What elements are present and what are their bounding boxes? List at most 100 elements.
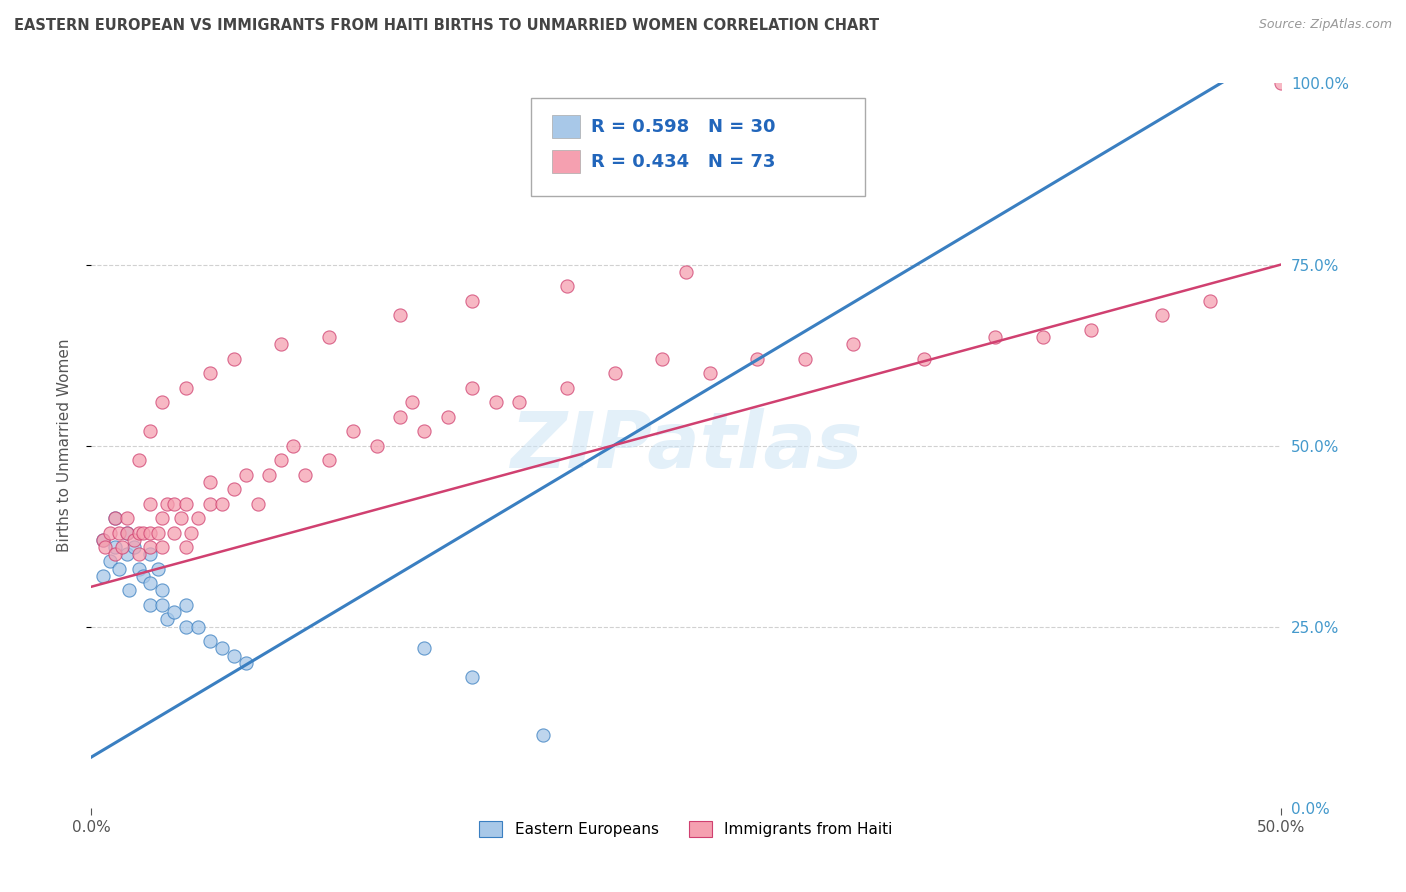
Text: ZIPatlas: ZIPatlas: [510, 408, 862, 483]
Point: [401, 395, 423, 409]
Point: [150, 511, 173, 525]
Point: [222, 482, 245, 496]
Legend: Eastern Europeans, Immigrants from Haiti: Eastern Europeans, Immigrants from Haiti: [474, 815, 898, 844]
Point: [531, 728, 554, 742]
Point: [150, 395, 173, 409]
Point: [1270, 77, 1292, 91]
Point: [146, 525, 169, 540]
Point: [413, 424, 436, 438]
Point: [132, 569, 155, 583]
Point: [128, 562, 150, 576]
Y-axis label: Births to Unmarried Women: Births to Unmarried Women: [58, 339, 72, 552]
Point: [118, 583, 141, 598]
Point: [270, 453, 292, 467]
Point: [294, 467, 316, 482]
Point: [222, 648, 245, 663]
Text: Source: ZipAtlas.com: Source: ZipAtlas.com: [1258, 18, 1392, 31]
Point: [675, 265, 697, 279]
Point: [163, 497, 186, 511]
Point: [163, 525, 186, 540]
Point: [484, 395, 506, 409]
Point: [461, 670, 484, 684]
Point: [115, 511, 138, 525]
Point: [413, 641, 436, 656]
Point: [108, 525, 131, 540]
Point: [318, 330, 340, 344]
Point: [222, 351, 245, 366]
Point: [211, 641, 233, 656]
Point: [747, 351, 769, 366]
Point: [912, 351, 935, 366]
Point: [699, 366, 721, 380]
Point: [146, 562, 169, 576]
Point: [174, 381, 197, 395]
Point: [128, 547, 150, 561]
Point: [139, 540, 162, 554]
Point: [156, 497, 179, 511]
Point: [122, 533, 145, 547]
Point: [187, 511, 209, 525]
Point: [174, 540, 197, 554]
Point: [461, 293, 484, 308]
Point: [170, 511, 193, 525]
Point: [91, 533, 114, 547]
Point: [104, 540, 127, 554]
Point: [115, 547, 138, 561]
FancyBboxPatch shape: [531, 98, 865, 195]
Point: [98, 525, 121, 540]
Point: [122, 540, 145, 554]
Point: [366, 439, 388, 453]
Point: [1198, 293, 1220, 308]
Point: [235, 467, 257, 482]
Point: [794, 351, 817, 366]
Point: [342, 424, 364, 438]
Point: [104, 547, 127, 561]
Point: [198, 497, 221, 511]
Point: [94, 540, 117, 554]
Point: [603, 366, 626, 380]
Point: [461, 381, 484, 395]
Point: [115, 525, 138, 540]
Point: [555, 381, 578, 395]
Point: [180, 525, 202, 540]
Point: [163, 605, 186, 619]
Point: [174, 497, 197, 511]
Point: [98, 554, 121, 568]
Point: [259, 467, 281, 482]
Point: [139, 497, 162, 511]
Point: [150, 583, 173, 598]
Point: [128, 525, 150, 540]
Point: [139, 547, 162, 561]
Point: [235, 656, 257, 670]
Point: [211, 497, 233, 511]
Point: [841, 337, 863, 351]
Point: [111, 540, 134, 554]
Point: [984, 330, 1007, 344]
Point: [156, 612, 179, 626]
Point: [139, 525, 162, 540]
Point: [437, 409, 460, 424]
FancyBboxPatch shape: [551, 115, 581, 138]
Point: [108, 562, 131, 576]
Point: [104, 511, 127, 525]
Point: [389, 409, 412, 424]
Point: [174, 598, 197, 612]
Point: [115, 525, 138, 540]
Point: [1032, 330, 1054, 344]
Point: [187, 620, 209, 634]
FancyBboxPatch shape: [551, 150, 581, 173]
Point: [1080, 323, 1102, 337]
Point: [139, 598, 162, 612]
Point: [508, 395, 530, 409]
Point: [1152, 308, 1174, 322]
Point: [283, 439, 305, 453]
Point: [139, 424, 162, 438]
Text: R = 0.598   N = 30: R = 0.598 N = 30: [591, 118, 775, 136]
Point: [128, 453, 150, 467]
Text: R = 0.434   N = 73: R = 0.434 N = 73: [591, 153, 775, 170]
Point: [150, 540, 173, 554]
Point: [389, 308, 412, 322]
Point: [174, 620, 197, 634]
Point: [132, 525, 155, 540]
Point: [139, 576, 162, 591]
